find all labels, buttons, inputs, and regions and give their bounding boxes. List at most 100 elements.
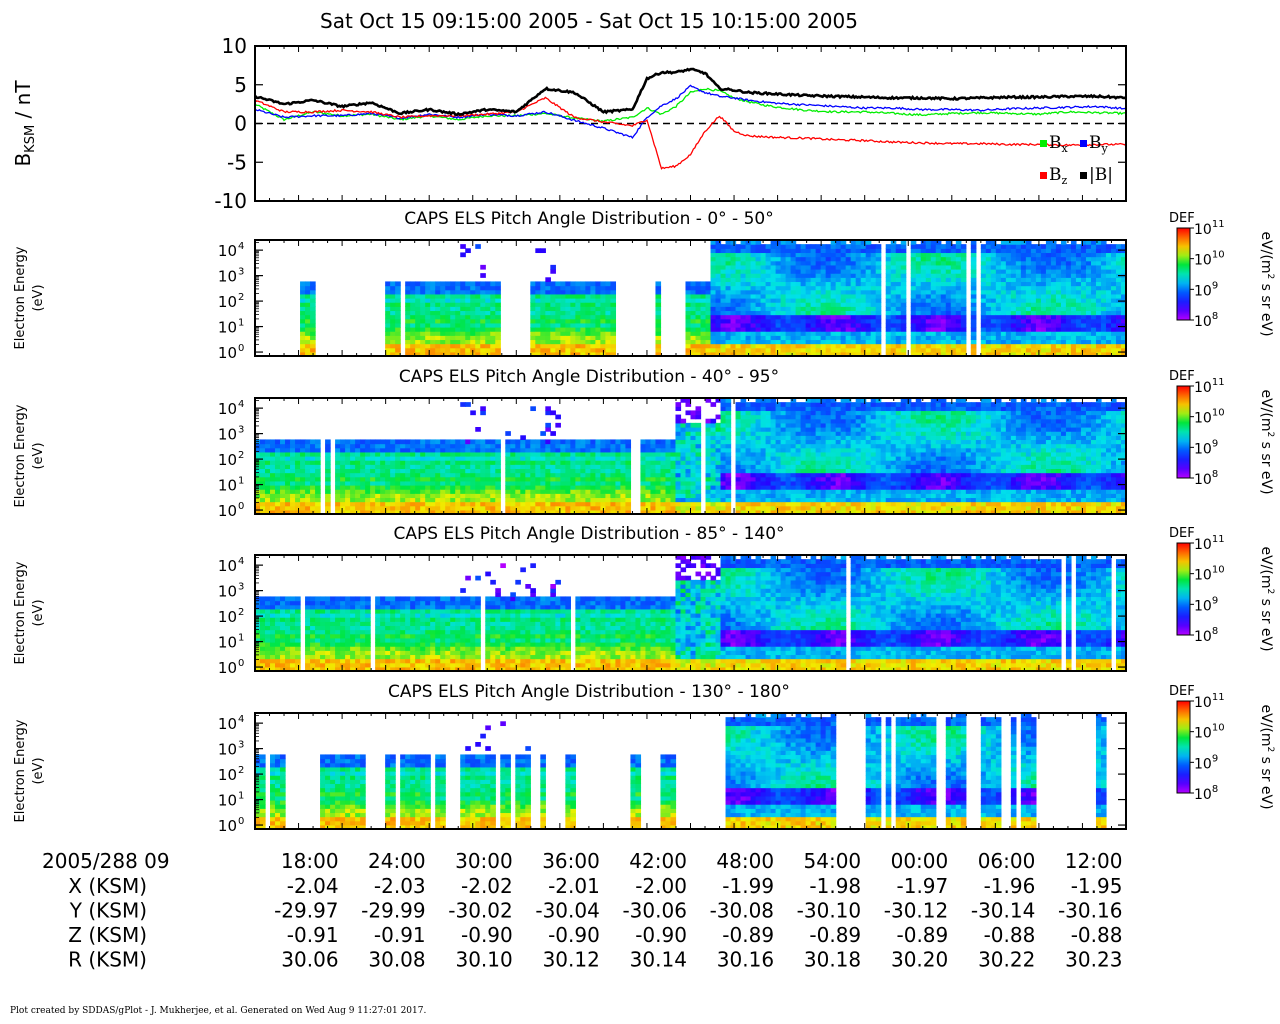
spectrogram-cell xyxy=(850,302,857,307)
spectrogram-cell xyxy=(930,331,937,336)
spectrogram-cell xyxy=(605,447,612,453)
spectrogram-cell xyxy=(565,285,571,291)
spectrogram-cell xyxy=(870,306,877,312)
spectrogram-cell xyxy=(465,351,471,357)
spectrogram-cell xyxy=(465,347,471,353)
spectrogram-cell xyxy=(930,281,937,287)
spectrogram-cell xyxy=(970,277,977,283)
spectrogram-cell xyxy=(720,335,727,341)
spectrogram-cell xyxy=(610,293,617,299)
spectrogram-cell xyxy=(1075,277,1082,283)
spectrogram-cell xyxy=(395,468,401,474)
spectrogram-cell xyxy=(445,439,451,445)
spectrogram-cell xyxy=(620,451,627,457)
spectrogram-cell xyxy=(450,293,456,299)
spectrogram-cell xyxy=(545,485,551,490)
spectrogram-cell xyxy=(720,331,727,336)
spectrogram-cell xyxy=(1060,343,1067,349)
spectrogram-cell xyxy=(255,480,261,486)
spectrogram-cell xyxy=(485,439,491,445)
spectrogram-cell xyxy=(910,302,917,307)
spectrogram-cell xyxy=(745,298,752,303)
spectrogram-cell xyxy=(740,351,747,357)
spectrogram-cell xyxy=(405,489,411,494)
spectrogram-cell xyxy=(1105,260,1112,266)
spectrogram-cell xyxy=(495,509,501,515)
spectrogram-cell xyxy=(425,476,431,482)
spectrogram-cell xyxy=(675,472,682,478)
spectrogram-cell xyxy=(275,468,281,474)
spectrogram-cell xyxy=(1060,327,1067,332)
spectrogram-cell xyxy=(1105,331,1112,336)
spectrogram-cell xyxy=(885,277,892,283)
spectrogram-cell xyxy=(865,281,872,287)
spectrogram-cell xyxy=(380,476,386,482)
spectrogram-cell xyxy=(780,289,787,295)
spectrogram-cell xyxy=(1020,277,1027,283)
spectrogram-cell xyxy=(1110,264,1117,270)
spectrogram-cell xyxy=(305,327,311,332)
spectrogram-cell xyxy=(395,302,401,307)
spectrogram-cell xyxy=(540,456,546,461)
spectrogram-cell xyxy=(555,447,561,453)
spectrogram-cell xyxy=(1010,260,1017,266)
spectrogram-cell xyxy=(505,493,511,499)
spectrogram-cell xyxy=(1060,318,1067,324)
spectrogram-cell xyxy=(1055,298,1062,303)
spectrogram-cell xyxy=(685,447,692,453)
spectrogram-cell xyxy=(1005,289,1012,295)
spectrogram-cell xyxy=(255,501,261,507)
spectrogram-cell xyxy=(495,451,501,457)
spectrogram-cell xyxy=(1080,273,1087,278)
spectrogram-cell xyxy=(485,289,491,295)
spectrogram-cell xyxy=(855,351,862,357)
spectrogram-cell xyxy=(395,293,401,299)
spectrogram-cell xyxy=(265,480,271,486)
spectrogram-cell xyxy=(830,347,837,353)
spectrogram-cell xyxy=(845,293,852,299)
spectrogram-cell xyxy=(555,339,561,345)
spectrogram-cell xyxy=(385,343,391,349)
spectrogram-cell xyxy=(770,351,777,357)
spectrogram-cell xyxy=(605,476,612,482)
field-axis-label: BKSM / nT xyxy=(11,80,38,167)
spectrogram-cell xyxy=(835,331,842,336)
spectrogram-cell xyxy=(735,277,742,283)
spectrogram-cell xyxy=(970,306,977,312)
spectrogram-cell xyxy=(760,260,767,266)
spectrogram-cell xyxy=(305,480,311,486)
spectrogram-cell xyxy=(705,431,712,436)
spectrogram-cell xyxy=(365,472,371,478)
spectrogram-cell xyxy=(1035,318,1042,324)
spectrogram-cell xyxy=(495,306,501,312)
spectrogram-cell xyxy=(405,472,411,478)
spectrogram-cell xyxy=(910,277,917,283)
spectrogram-cell xyxy=(800,322,807,328)
spectrogram-cell xyxy=(295,456,301,461)
spectrogram-cell xyxy=(380,493,386,499)
spectrogram-cell xyxy=(950,339,957,345)
spectrogram-cell xyxy=(995,277,1002,283)
spectrogram-cell xyxy=(565,343,571,349)
spectrogram-cell xyxy=(265,443,271,449)
spectrogram-cell xyxy=(480,460,486,465)
spectrogram-cell xyxy=(735,302,742,307)
spectrogram-cell xyxy=(465,318,471,324)
spectrogram-cell xyxy=(385,318,391,324)
spectrogram-cell xyxy=(395,339,401,345)
spectrogram-cell xyxy=(1030,293,1037,299)
spectrogram-cell xyxy=(935,343,942,349)
spectrogram-cell xyxy=(495,485,501,490)
spectrogram-cell xyxy=(335,451,341,457)
spectrogram-cell xyxy=(830,240,837,245)
spectrogram-cell xyxy=(735,293,742,299)
spectrogram-cell xyxy=(970,264,977,270)
spectrogram-cell xyxy=(440,489,446,494)
spectrogram-cell xyxy=(405,439,411,445)
spectrogram-cell xyxy=(655,335,662,341)
spectrogram-cell xyxy=(380,439,386,445)
spectrogram-cell xyxy=(605,285,612,291)
spectrogram-cell xyxy=(410,497,416,503)
spectrogram-cell xyxy=(545,289,551,295)
spectrogram-cell xyxy=(695,285,702,291)
